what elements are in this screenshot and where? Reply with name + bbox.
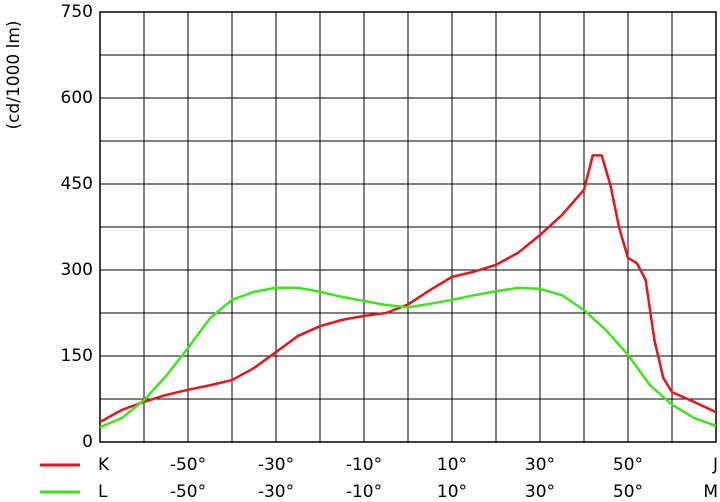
- y-axis-label: (cd/1000 lm): [4, 20, 24, 129]
- x-tick-label: -10°: [346, 482, 382, 502]
- y-tick-label: 150: [61, 346, 93, 366]
- y-tick-label: 600: [61, 88, 93, 108]
- data-line: [99, 286, 717, 429]
- x-tick-label: M: [703, 482, 718, 502]
- x-tick-label: J: [712, 455, 718, 475]
- x-tick-label: -30°: [258, 482, 294, 502]
- x-tick-label: -50°: [170, 482, 206, 502]
- x-tick-label: 50°: [613, 482, 643, 502]
- x-tick-label: 10°: [437, 482, 467, 502]
- legend-label: K: [98, 455, 110, 475]
- plot-frame: [99, 11, 717, 443]
- legend-label: L: [98, 482, 108, 502]
- data-line: [99, 154, 717, 424]
- x-tick-label: 30°: [525, 455, 555, 475]
- x-tick-label: 10°: [437, 455, 467, 475]
- x-tick-label: 30°: [525, 482, 555, 502]
- y-tick-label: 450: [61, 174, 93, 194]
- x-tick-label: -30°: [258, 455, 294, 475]
- x-tick-label: -10°: [346, 455, 382, 475]
- y-tick-label: 0: [82, 432, 93, 452]
- y-tick-label: 300: [61, 260, 93, 280]
- y-tick-label: 750: [61, 2, 93, 22]
- x-tick-label: 50°: [613, 455, 643, 475]
- x-tick-label: -50°: [170, 455, 206, 475]
